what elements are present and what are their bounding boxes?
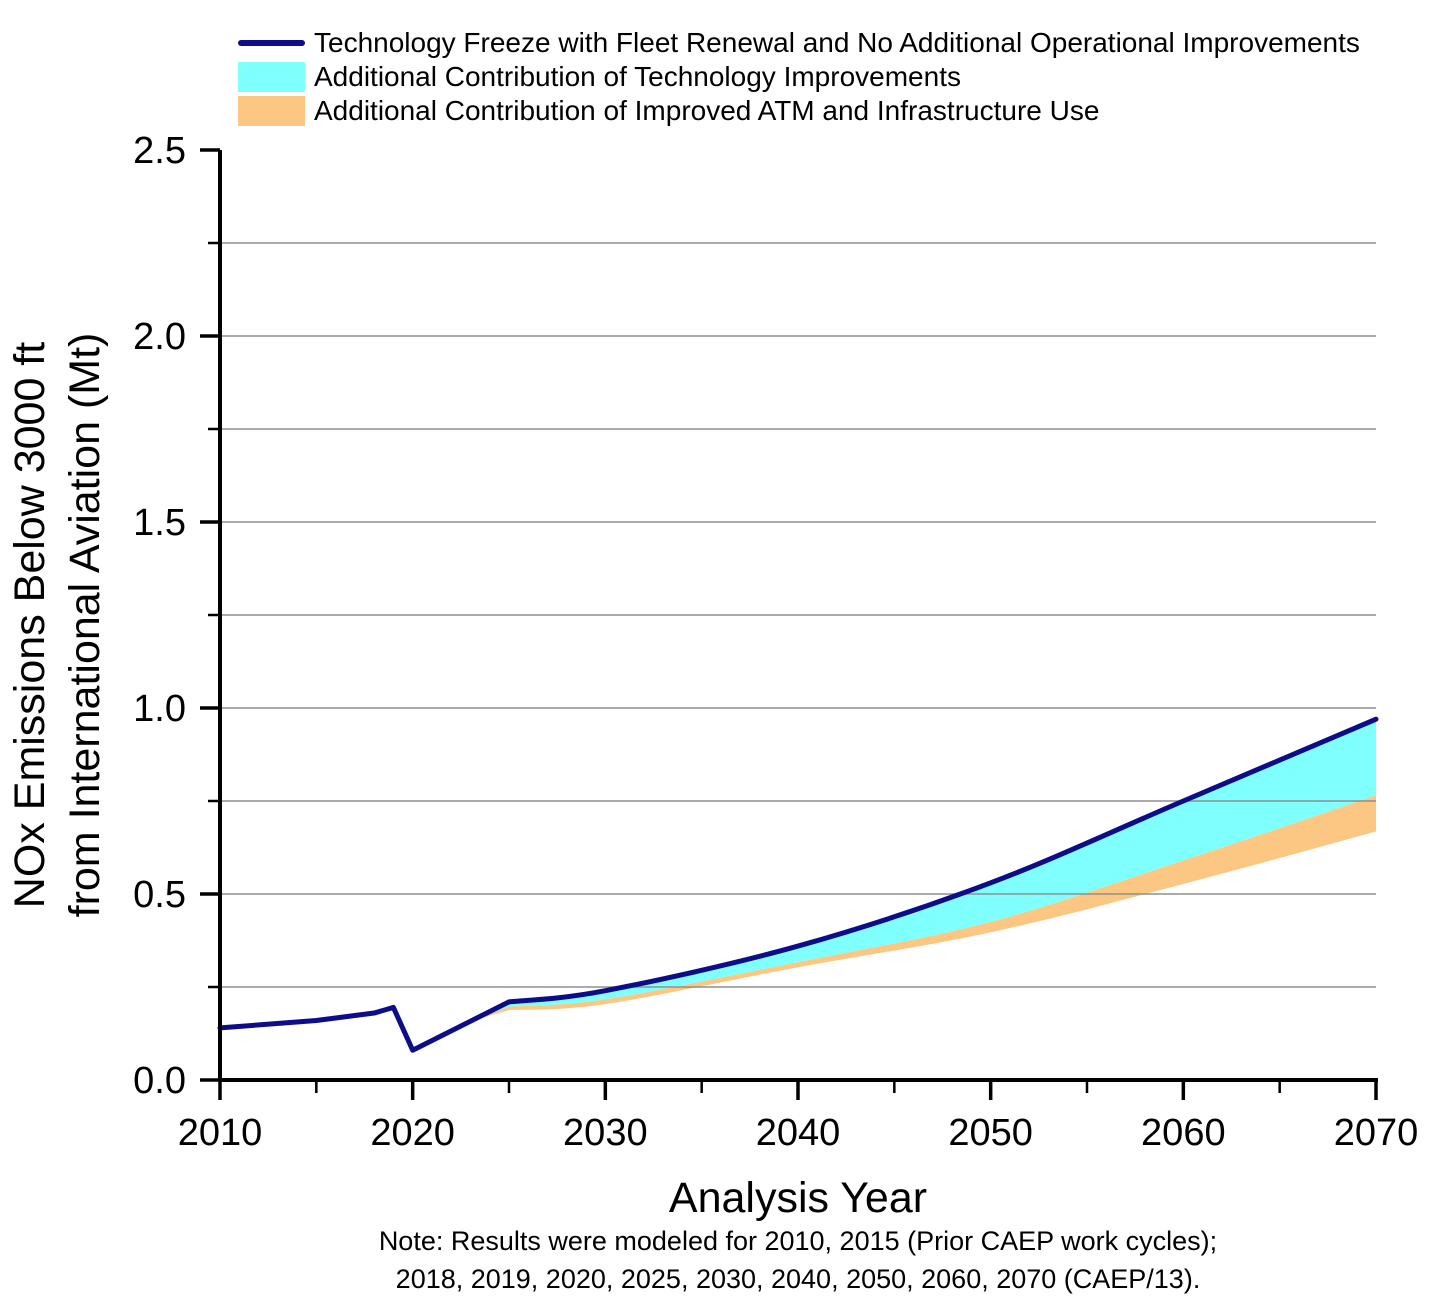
band-0 bbox=[470, 719, 1377, 1022]
legend-item-technology-improvements: Additional Contribution of Technology Im… bbox=[238, 60, 1360, 94]
x-tick-label-2010: 2010 bbox=[178, 1112, 263, 1154]
y-tick-label-0.0: 0.0 bbox=[133, 1060, 186, 1102]
x-tick-label-2020: 2020 bbox=[370, 1112, 455, 1154]
footnote-line2: 2018, 2019, 2020, 2025, 2030, 2040, 2050… bbox=[395, 1264, 1201, 1294]
tick-labels: 0.0 0.5 1.0 1.5 2.0 2.5 2010 2020 2030 2040 2050 20… bbox=[133, 130, 1418, 1154]
legend-item-technology-freeze: Technology Freeze with Fleet Renewal and… bbox=[238, 26, 1360, 60]
y-tick-label-1.5: 1.5 bbox=[133, 502, 186, 544]
legend-cyan-swatch bbox=[238, 62, 305, 92]
footnote: Note: Results were modeled for 2010, 201… bbox=[220, 1222, 1376, 1298]
legend-label: Additional Contribution of Technology Im… bbox=[314, 61, 961, 92]
y-tick-label-2.5: 2.5 bbox=[133, 130, 186, 172]
y-tick-label-1.0: 1.0 bbox=[133, 688, 186, 730]
x-tick-label-2070: 2070 bbox=[1334, 1112, 1419, 1154]
x-tick-label-2050: 2050 bbox=[948, 1112, 1033, 1154]
y-axis-title-line2: from International Aviation (Mt) bbox=[61, 333, 109, 918]
legend-label: Additional Contribution of Improved ATM … bbox=[314, 95, 1100, 126]
y-axis-title-line1: NOx Emissions Below 3000 ft bbox=[6, 342, 54, 908]
gridlines bbox=[220, 242, 1376, 988]
legend: Technology Freeze with Fleet Renewal and… bbox=[238, 26, 1360, 128]
freeze-line bbox=[217, 716, 1379, 1053]
x-tick-label-2040: 2040 bbox=[756, 1112, 841, 1154]
legend-orange-swatch bbox=[238, 96, 305, 126]
footnote-line1: Note: Results were modeled for 2010, 201… bbox=[378, 1226, 1218, 1256]
y-tick-label-0.5: 0.5 bbox=[133, 874, 186, 916]
legend-item-atm-infrastructure: Additional Contribution of Improved ATM … bbox=[238, 94, 1360, 128]
x-axis-title: Analysis Year bbox=[669, 1174, 927, 1222]
data-series bbox=[217, 716, 1379, 1053]
y-tick-label-2.0: 2.0 bbox=[133, 316, 186, 358]
area-bands bbox=[470, 719, 1377, 1022]
axes-and-ticks bbox=[200, 148, 1378, 1100]
legend-label: Technology Freeze with Fleet Renewal and… bbox=[314, 27, 1360, 58]
x-tick-label-2060: 2060 bbox=[1141, 1112, 1226, 1154]
legend-line-swatch bbox=[238, 40, 305, 46]
x-tick-label-2030: 2030 bbox=[563, 1112, 648, 1154]
